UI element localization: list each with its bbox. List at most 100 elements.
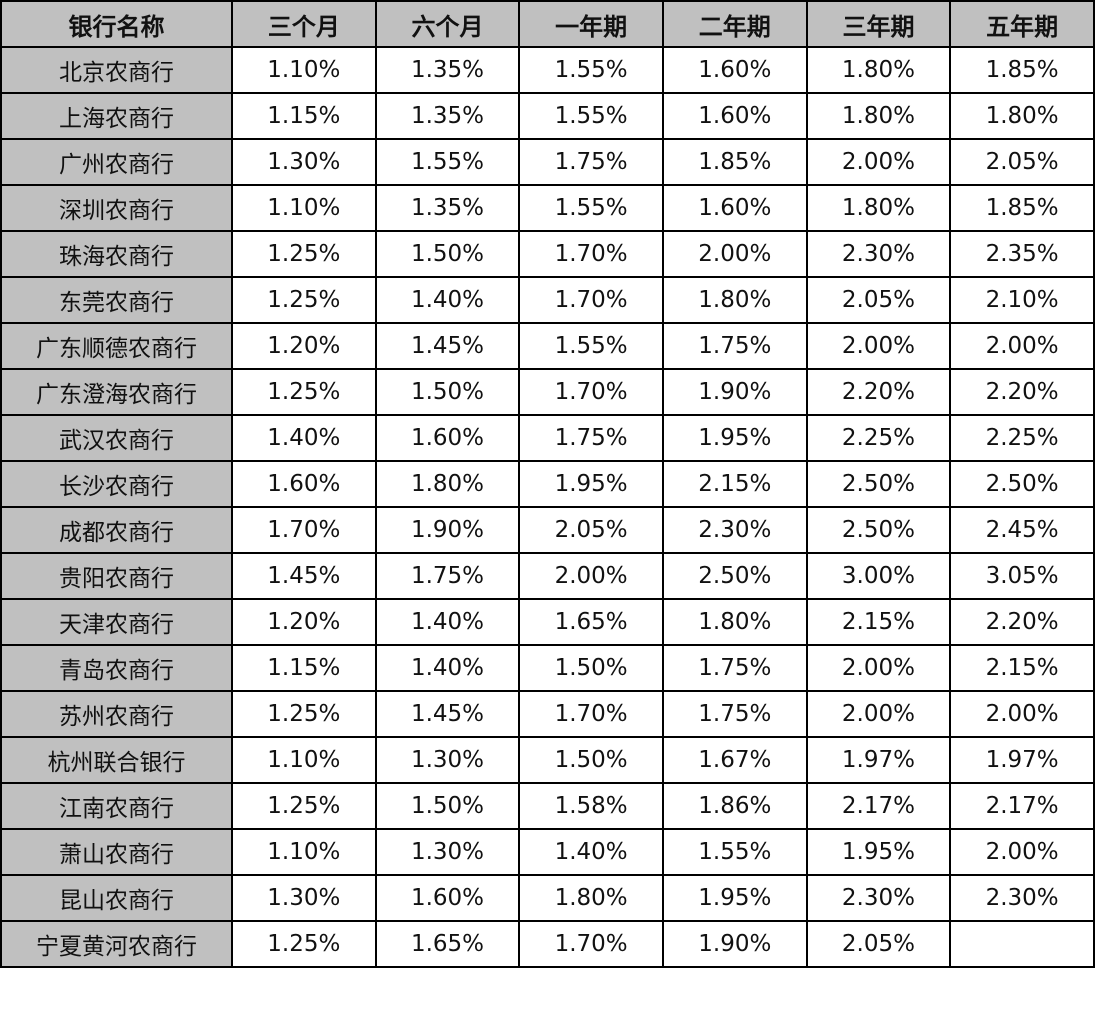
rate-cell: 1.60% <box>374 414 521 462</box>
table-row: 上海农商行 1.15% 1.35% 1.55% 1.60% 1.80% 1.80% <box>0 92 1095 140</box>
table-row: 成都农商行 1.70% 1.90% 2.05% 2.30% 2.50% 2.45% <box>0 506 1095 554</box>
rate-cell: 1.25% <box>231 368 377 416</box>
column-header: 三个月 <box>231 0 377 48</box>
rate-cell: 2.15% <box>805 598 952 646</box>
rate-cell: 1.75% <box>661 644 808 692</box>
rate-cell: 1.80% <box>949 92 1095 140</box>
rate-cell: 1.25% <box>231 276 377 324</box>
rate-cell: 2.30% <box>661 506 808 554</box>
table-row: 东莞农商行 1.25% 1.40% 1.70% 1.80% 2.05% 2.10% <box>0 276 1095 324</box>
rate-cell: 1.30% <box>374 736 521 784</box>
rate-cell: 1.20% <box>231 598 377 646</box>
column-header: 三年期 <box>805 0 952 48</box>
rate-cell: 1.80% <box>805 184 952 232</box>
table-row: 珠海农商行 1.25% 1.50% 1.70% 2.00% 2.30% 2.35% <box>0 230 1095 278</box>
rate-cell: 2.25% <box>805 414 952 462</box>
rate-cell: 1.45% <box>374 690 521 738</box>
rate-cell: 2.00% <box>805 690 952 738</box>
rate-cell: 2.20% <box>949 368 1095 416</box>
rate-cell: 1.55% <box>374 138 521 186</box>
table-row: 宁夏黄河农商行 1.25% 1.65% 1.70% 1.90% 2.05% <box>0 920 1095 968</box>
rate-cell: 2.05% <box>949 138 1095 186</box>
table-row: 杭州联合银行 1.10% 1.30% 1.50% 1.67% 1.97% 1.97% <box>0 736 1095 784</box>
bank-name-cell: 武汉农商行 <box>0 414 233 462</box>
table-row: 深圳农商行 1.10% 1.35% 1.55% 1.60% 1.80% 1.85% <box>0 184 1095 232</box>
rate-cell: 1.58% <box>518 782 664 830</box>
rate-cell: 1.97% <box>949 736 1095 784</box>
rate-cell: 3.05% <box>949 552 1095 600</box>
rate-cell: 1.55% <box>518 184 664 232</box>
rate-cell: 1.40% <box>374 598 521 646</box>
bank-name-cell: 广州农商行 <box>0 138 233 186</box>
rate-cell: 1.55% <box>518 92 664 140</box>
rate-cell: 1.55% <box>661 828 808 876</box>
rate-cell: 1.90% <box>661 368 808 416</box>
rate-cell: 1.25% <box>231 690 377 738</box>
rate-cell: 1.30% <box>374 828 521 876</box>
rate-cell: 1.95% <box>661 874 808 922</box>
rate-cell: 1.86% <box>661 782 808 830</box>
table-row: 苏州农商行 1.25% 1.45% 1.70% 1.75% 2.00% 2.00% <box>0 690 1095 738</box>
rate-cell: 1.65% <box>518 598 664 646</box>
rate-cell: 2.50% <box>805 460 952 508</box>
table-row: 萧山农商行 1.10% 1.30% 1.40% 1.55% 1.95% 2.00% <box>0 828 1095 876</box>
rate-cell: 2.35% <box>949 230 1095 278</box>
rate-cell: 2.17% <box>805 782 952 830</box>
bank-name-cell: 青岛农商行 <box>0 644 233 692</box>
rate-cell: 2.00% <box>949 322 1095 370</box>
rate-cell: 1.35% <box>374 184 521 232</box>
rate-cell: 1.60% <box>231 460 377 508</box>
rate-cell: 1.95% <box>661 414 808 462</box>
rate-cell: 1.55% <box>518 322 664 370</box>
rate-cell: 1.67% <box>661 736 808 784</box>
column-header: 五年期 <box>949 0 1095 48</box>
rate-cell: 1.60% <box>661 46 808 94</box>
rate-cell: 1.25% <box>231 230 377 278</box>
rate-cell: 1.70% <box>518 230 664 278</box>
bank-name-cell: 东莞农商行 <box>0 276 233 324</box>
rate-cell: 1.10% <box>231 46 377 94</box>
rate-cell: 1.15% <box>231 644 377 692</box>
table-row: 北京农商行 1.10% 1.35% 1.55% 1.60% 1.80% 1.85% <box>0 46 1095 94</box>
rate-cell: 1.55% <box>518 46 664 94</box>
rate-cell: 2.50% <box>661 552 808 600</box>
rate-cell: 1.40% <box>374 644 521 692</box>
header-row: 银行名称 三个月 六个月 一年期 二年期 三年期 五年期 <box>0 0 1095 48</box>
rate-cell: 1.20% <box>231 322 377 370</box>
table-row: 贵阳农商行 1.45% 1.75% 2.00% 2.50% 3.00% 3.05% <box>0 552 1095 600</box>
bank-name-cell: 广东澄海农商行 <box>0 368 233 416</box>
rate-cell: 2.25% <box>949 414 1095 462</box>
rate-cell: 2.05% <box>518 506 664 554</box>
table-row: 天津农商行 1.20% 1.40% 1.65% 1.80% 2.15% 2.20% <box>0 598 1095 646</box>
rate-cell: 1.80% <box>805 92 952 140</box>
bank-name-cell: 苏州农商行 <box>0 690 233 738</box>
rate-cell: 1.50% <box>374 782 521 830</box>
rate-cell: 1.60% <box>661 184 808 232</box>
rate-cell: 1.70% <box>231 506 377 554</box>
rate-cell: 1.95% <box>805 828 952 876</box>
rate-cell: 1.95% <box>518 460 664 508</box>
rate-cell: 2.50% <box>805 506 952 554</box>
table-row: 广东澄海农商行 1.25% 1.50% 1.70% 1.90% 2.20% 2.20% <box>0 368 1095 416</box>
bank-name-cell: 天津农商行 <box>0 598 233 646</box>
rate-cell: 1.60% <box>374 874 521 922</box>
rate-cell: 1.45% <box>231 552 377 600</box>
rate-cell: 1.40% <box>374 276 521 324</box>
rate-cell: 1.75% <box>661 322 808 370</box>
rate-cell: 1.90% <box>661 920 808 968</box>
rate-cell: 1.30% <box>231 138 377 186</box>
table-row: 长沙农商行 1.60% 1.80% 1.95% 2.15% 2.50% 2.50% <box>0 460 1095 508</box>
rate-cell: 2.30% <box>805 874 952 922</box>
rate-cell: 1.75% <box>518 414 664 462</box>
rate-cell: 2.00% <box>949 690 1095 738</box>
rate-cell: 1.80% <box>518 874 664 922</box>
column-header: 银行名称 <box>0 0 233 48</box>
rate-cell: 1.70% <box>518 690 664 738</box>
rate-cell: 2.20% <box>805 368 952 416</box>
bank-name-cell: 昆山农商行 <box>0 874 233 922</box>
rate-cell: 2.50% <box>949 460 1095 508</box>
rate-cell: 1.85% <box>661 138 808 186</box>
rate-cell <box>949 920 1095 968</box>
rate-cell: 1.40% <box>518 828 664 876</box>
rate-cell: 2.00% <box>805 322 952 370</box>
